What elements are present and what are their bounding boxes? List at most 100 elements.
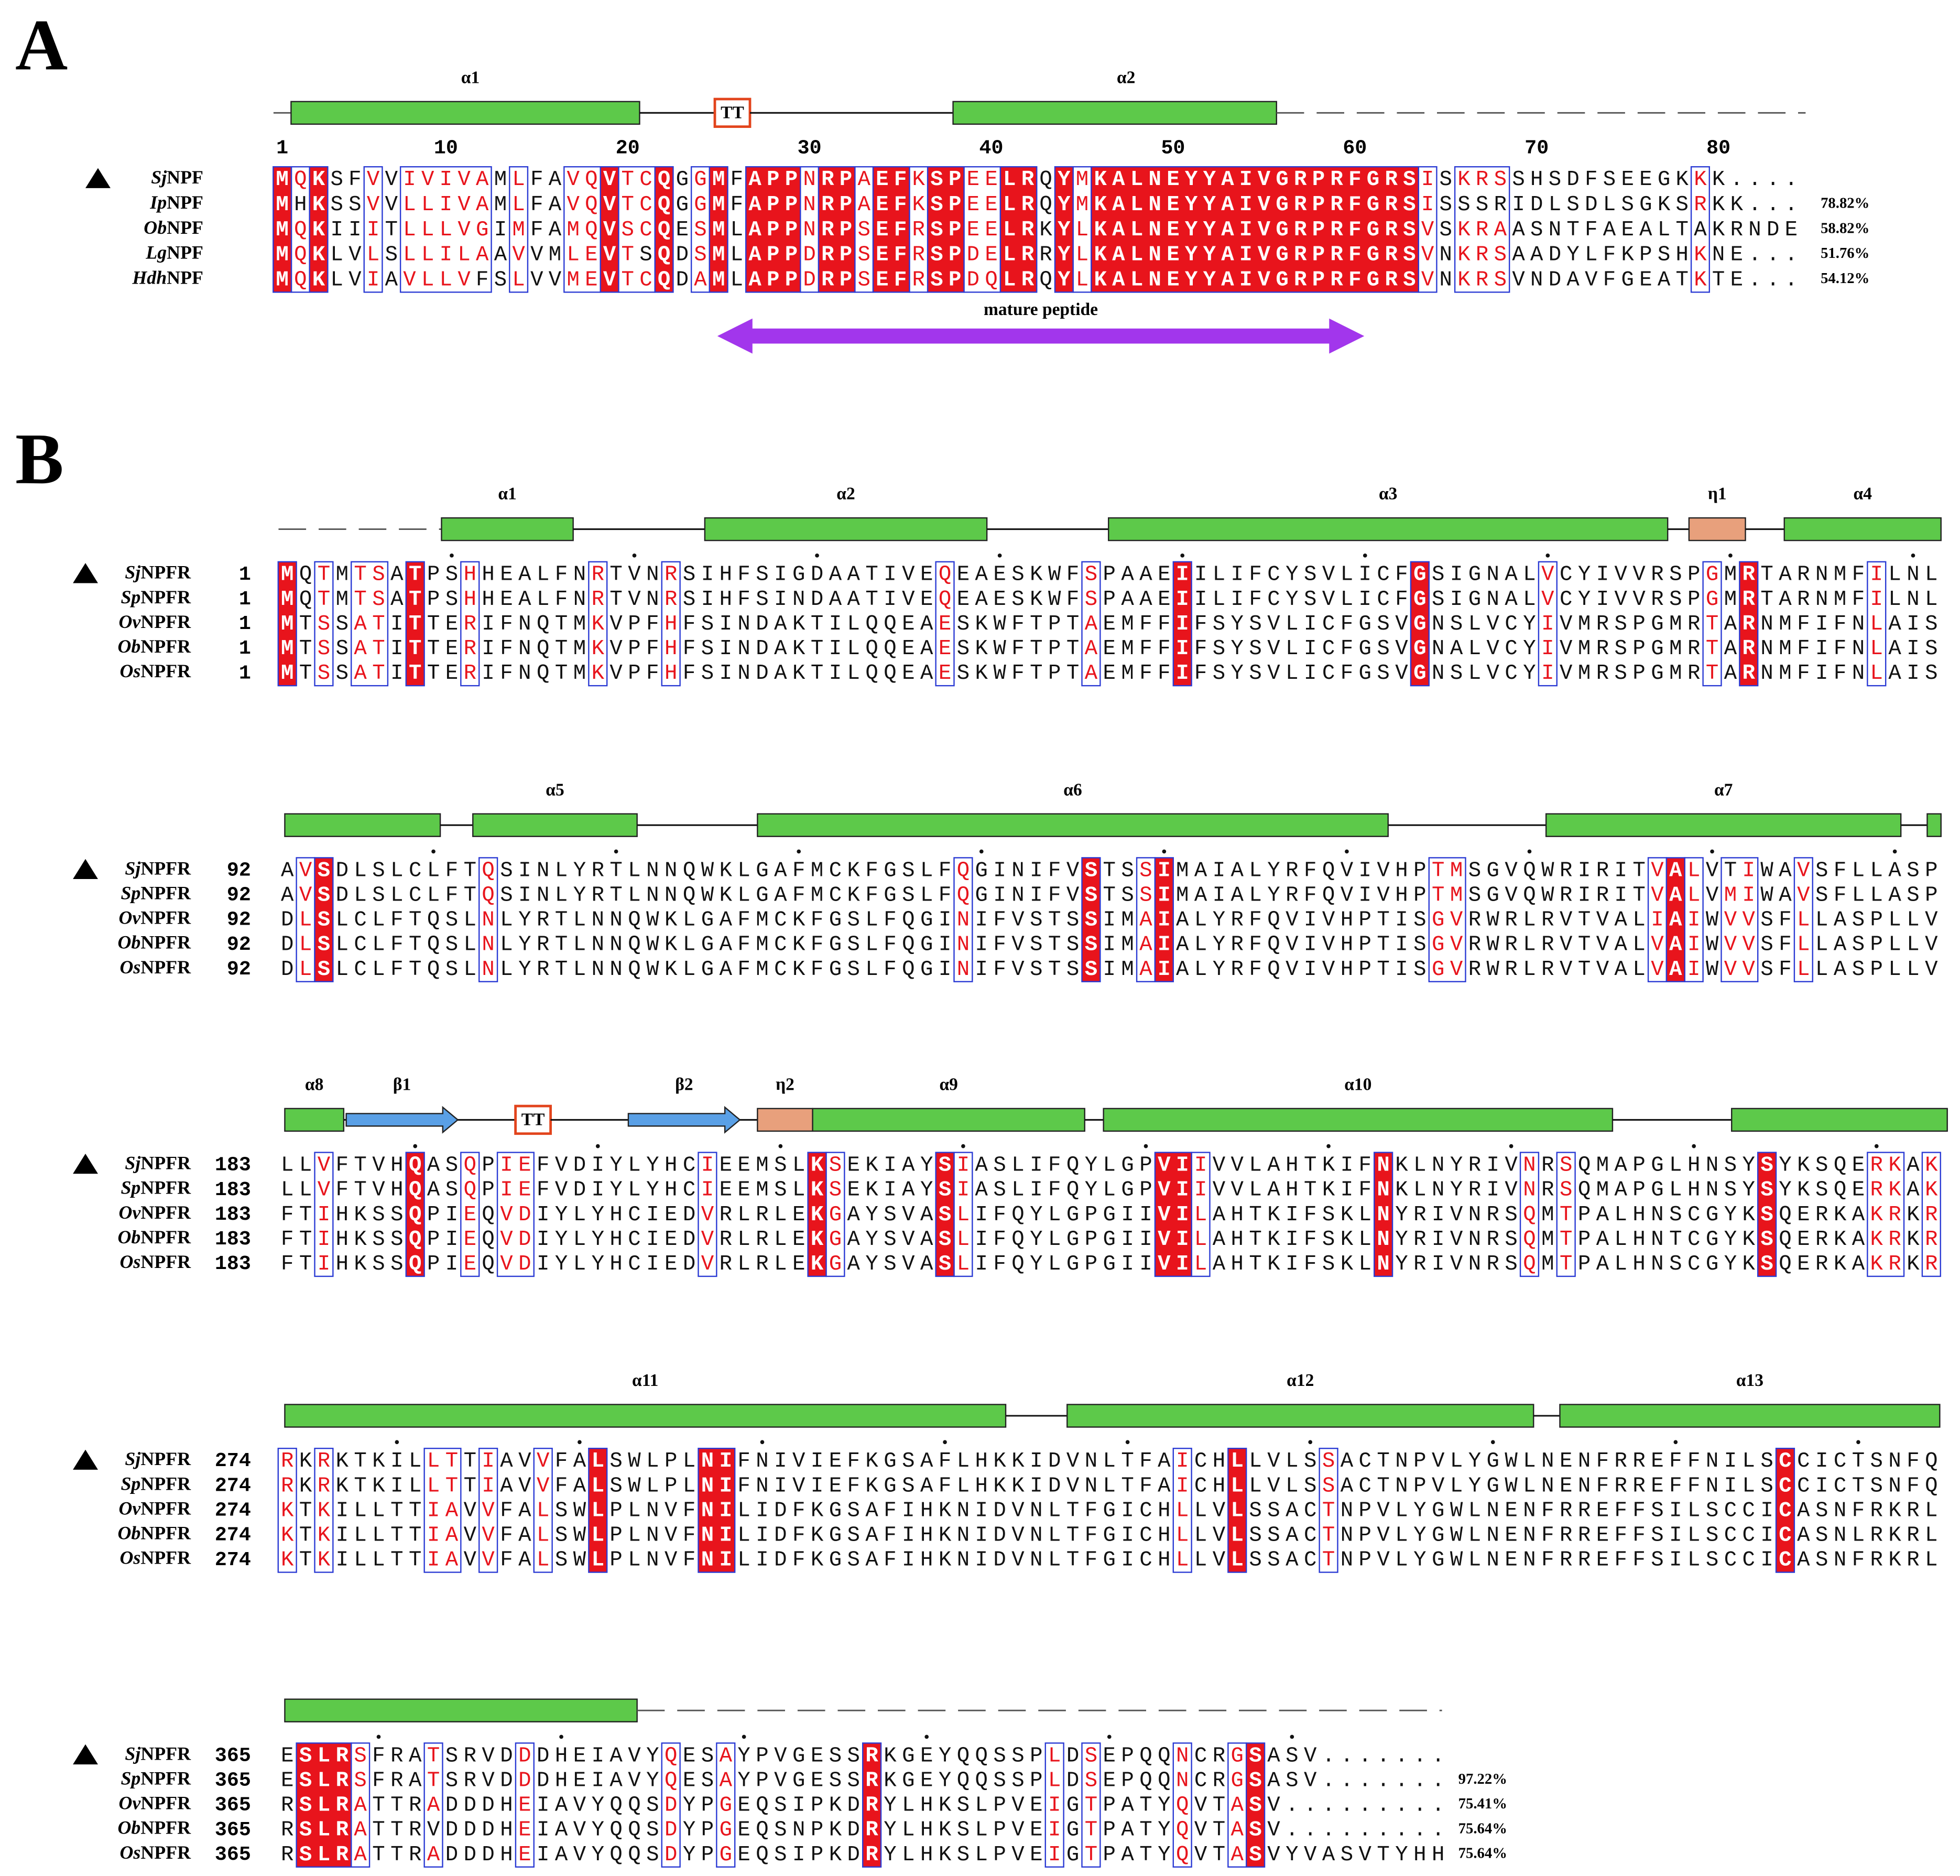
species: Sj — [125, 858, 141, 879]
similarity-frame — [1867, 561, 1887, 687]
identity-block — [698, 1448, 736, 1573]
similarity-frame — [1556, 1152, 1576, 1277]
structure-label: α5 — [546, 780, 564, 799]
identity-block — [1172, 561, 1192, 687]
structure-label: α3 — [1379, 484, 1397, 504]
species: Sj — [125, 1743, 141, 1764]
start-number: 92 — [227, 934, 251, 956]
species: Sj — [125, 562, 141, 583]
protein: NPFR — [140, 957, 191, 978]
species: Os — [119, 1547, 140, 1568]
protein: NPFR — [140, 1547, 191, 1568]
ruler-number: 10 — [434, 137, 458, 159]
species: Sp — [121, 1768, 140, 1789]
structure-label: α12 — [1287, 1371, 1314, 1390]
reference-marker — [73, 1744, 98, 1765]
similarity-frame — [509, 166, 529, 293]
sequence-name: ObNPFR — [117, 1227, 191, 1248]
start-number: 183 — [215, 1253, 251, 1275]
identity-block — [1739, 561, 1759, 687]
protein: NPFR — [140, 562, 191, 583]
start-number: 365 — [215, 1819, 251, 1841]
structure-label: TT — [521, 1110, 545, 1129]
ruler-dot — [632, 553, 637, 558]
helix — [1926, 813, 1942, 837]
helix — [472, 813, 638, 837]
helix — [284, 1108, 345, 1132]
panel-label: B — [15, 419, 64, 500]
ruler-dot — [1892, 849, 1897, 854]
species: Ob — [117, 1817, 140, 1838]
protein: NPFR — [140, 1842, 191, 1863]
start-number: 92 — [227, 909, 251, 931]
helix — [284, 813, 441, 837]
protein: NPFR — [140, 1202, 191, 1223]
ruler-number: 60 — [1343, 137, 1367, 159]
similarity-frame — [363, 166, 383, 293]
species: Ov — [118, 1793, 141, 1814]
identity-block — [1246, 1742, 1266, 1868]
sequence-name: OsNPFR — [119, 1251, 191, 1272]
identity-block — [709, 166, 728, 293]
species: Os — [119, 1842, 140, 1863]
species: Sj — [125, 1153, 141, 1174]
similarity-frame — [1867, 1152, 1905, 1277]
ruler-dot — [797, 849, 801, 854]
sequence-name: OsNPFR — [119, 1547, 191, 1568]
helix — [1545, 813, 1902, 837]
start-number: 183 — [215, 1154, 251, 1177]
ruler-dot — [1345, 849, 1349, 854]
sequence-name: ObNPFR — [117, 1817, 191, 1838]
species: Ob — [117, 932, 140, 953]
ruler-number: 70 — [1525, 137, 1549, 159]
ruler-dot — [979, 849, 984, 854]
start-number: 1 — [239, 637, 251, 660]
species: Sj — [151, 167, 167, 188]
similarity-frame — [1921, 1152, 1941, 1277]
similarity-frame — [478, 1448, 498, 1573]
sequence-name: OvNPFR — [118, 1793, 191, 1814]
identity-block — [745, 166, 801, 293]
identity-block — [405, 561, 425, 687]
ruler-dot — [1673, 1440, 1678, 1445]
helix — [284, 1698, 638, 1722]
ruler-dot — [1144, 1144, 1148, 1148]
identity-block — [600, 166, 619, 293]
species: Sp — [121, 1473, 140, 1494]
ruler-dot — [1125, 1440, 1130, 1445]
reference-marker — [73, 1153, 98, 1174]
ruler-dot — [961, 1144, 965, 1148]
structure-label: α11 — [632, 1371, 658, 1390]
structure-label: α7 — [1714, 780, 1733, 799]
eta-helix — [757, 1108, 813, 1132]
protein: NPF — [167, 267, 203, 288]
start-number: 183 — [215, 1203, 251, 1226]
similarity-frame — [1044, 1742, 1064, 1868]
identity-block — [1091, 166, 1419, 293]
sequence-name: LgNPF — [145, 242, 203, 263]
protein: NPF — [167, 217, 203, 238]
similarity-frame — [1690, 166, 1710, 293]
identity-block — [273, 166, 292, 293]
start-number: 1 — [239, 613, 251, 635]
protein: NPFR — [140, 1153, 191, 1174]
sequence-name: SpNPFR — [121, 883, 191, 904]
reference-marker — [73, 859, 98, 880]
identity-block — [1054, 166, 1074, 293]
species: Ip — [149, 192, 167, 213]
ruler-dot — [614, 849, 618, 854]
sequence-name: SjNPFR — [125, 1743, 191, 1764]
protein: NPFR — [140, 1448, 191, 1469]
